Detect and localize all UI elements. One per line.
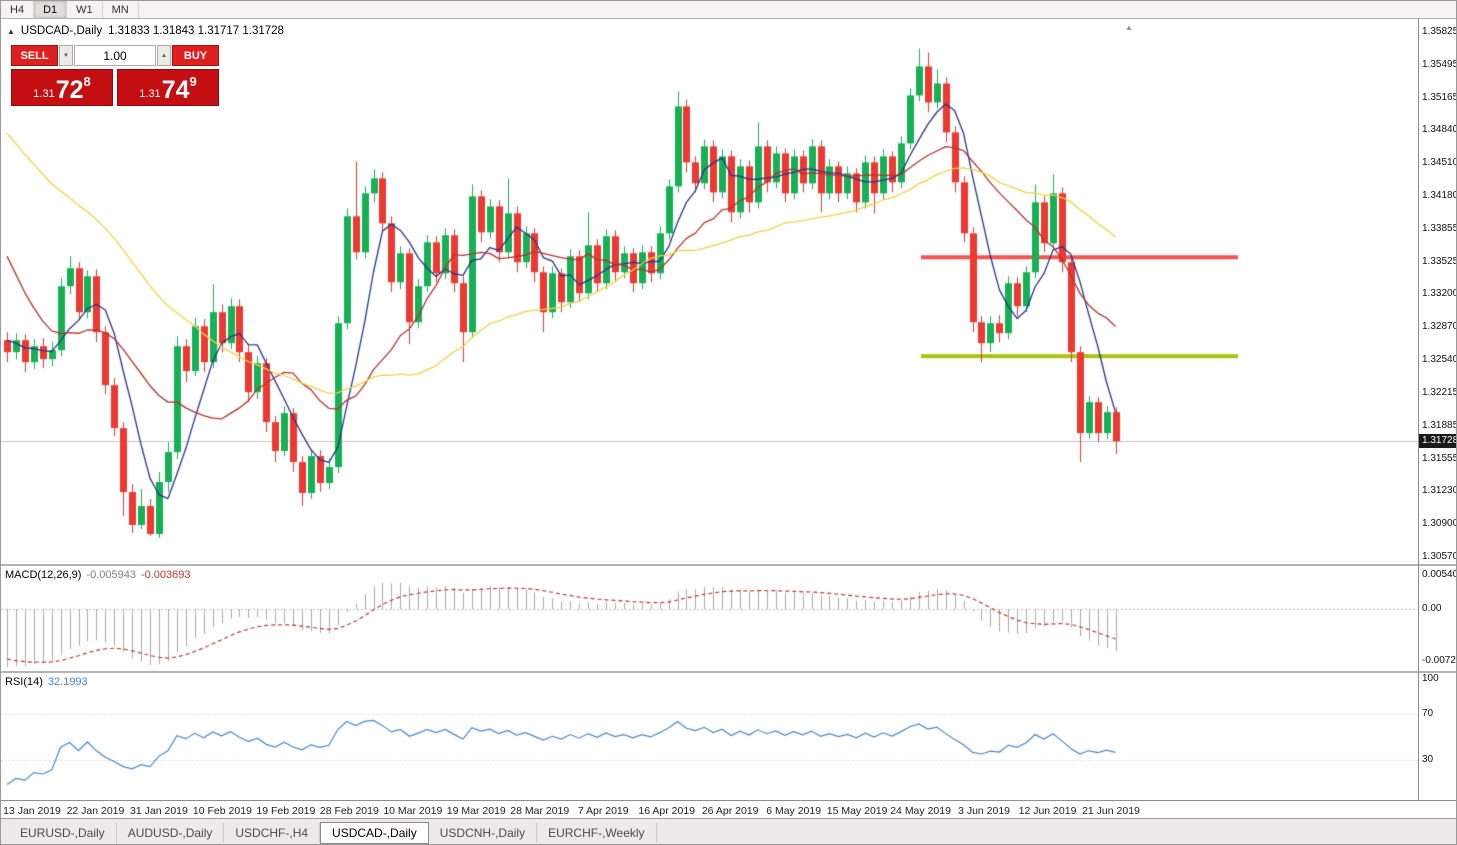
date-axis-label: 31 Jan 2019	[130, 805, 188, 817]
symbol-tab-strip: EURUSD-,Daily AUDUSD-,Daily USDCHF-,H4 USDC…	[9, 821, 657, 844]
date-axis-label: 21 Jun 2019	[1082, 805, 1140, 817]
sell-button[interactable]: SELL	[11, 45, 58, 66]
date-axis-label: 22 Jan 2019	[66, 805, 125, 817]
trade-controls-row: SELL ▼ ▲ BUY	[11, 45, 219, 66]
bid-price-pipette: 8	[83, 74, 91, 89]
one-click-trade-panel: SELL ▼ ▲ BUY 1.31 72 8 1.31 74 9	[11, 45, 219, 106]
price-axis-label: 1.31885	[1422, 419, 1457, 431]
macd-value-signal: -0.003693	[140, 569, 191, 581]
chart-workspace: ▲ USDCAD-,Daily 1.31833 1.31843 1.31717 …	[1, 19, 1457, 818]
price-axis-label: 1.34180	[1422, 190, 1457, 202]
timeframe-toolbar: H4 D1 W1 MN	[1, 1, 1456, 19]
tab-usdcad-daily[interactable]: USDCAD-,Daily	[320, 821, 429, 844]
macd-indicator-label: MACD(12,26,9) -0.005943 -0.003693	[5, 569, 191, 581]
rsi-value: 32.1993	[47, 676, 88, 688]
tab-audusd-daily[interactable]: AUDUSD-,Daily	[117, 822, 225, 843]
date-axis-label: 12 Jun 2019	[1018, 805, 1077, 817]
timeframe-button-group: H4 D1 W1 MN	[1, 1, 139, 18]
macd-axis-label: 0.00	[1422, 603, 1442, 614]
date-axis-label: 26 Apr 2019	[701, 805, 759, 817]
timeframe-button-w1[interactable]: W1	[67, 1, 103, 18]
volume-input[interactable]	[74, 45, 156, 66]
date-axis-border	[1, 800, 1456, 801]
rsi-axis-label: 30	[1422, 753, 1434, 765]
price-axis-label: 1.35825	[1422, 26, 1457, 37]
date-axis-label: 19 Mar 2019	[446, 805, 506, 817]
macd-name: MACD(12,26,9)	[5, 569, 82, 581]
tab-eurchf-weekly[interactable]: EURCHF-,Weekly	[537, 822, 657, 843]
date-axis-label: 13 Jan 2019	[3, 805, 61, 817]
price-axis-label: 1.33200	[1422, 288, 1457, 300]
tab-eurusd-daily[interactable]: EURUSD-,Daily	[9, 822, 117, 843]
rsi-indicator-label: RSI(14) 32.1993	[5, 676, 88, 688]
buy-button[interactable]: BUY	[172, 45, 219, 66]
bid-price-main: 72	[55, 76, 84, 104]
chart-symbol-period: USDCAD-,Daily	[20, 25, 103, 37]
chart-title: ▲ USDCAD-,Daily 1.31833 1.31843 1.31717 …	[7, 25, 284, 37]
price-axis-label: 1.33525	[1422, 255, 1457, 267]
panel-separator-rsi[interactable]	[1, 671, 1456, 673]
price-chart-canvas[interactable]	[1, 19, 1456, 818]
panel-separator-macd[interactable]	[1, 564, 1456, 566]
price-axis-label: 1.33855	[1422, 222, 1457, 234]
price-axis-label: 1.34840	[1422, 124, 1457, 136]
bid-price-prefix: 1.31	[33, 88, 55, 100]
tab-usdcnh-daily[interactable]: USDCNH-,Daily	[429, 822, 538, 843]
rsi-axis-label: 100	[1422, 673, 1439, 684]
price-axis-label: 1.34510	[1422, 157, 1457, 169]
date-axis-label: 19 Feb 2019	[256, 805, 316, 817]
date-axis-label: 16 Apr 2019	[638, 805, 695, 817]
date-axis-label: 6 May 2019	[766, 805, 822, 817]
volume-decrease-button[interactable]: ▼	[59, 45, 73, 66]
timeframe-button-h4[interactable]: H4	[1, 1, 35, 18]
price-axis-label: 1.32870	[1422, 321, 1457, 333]
price-axis-label: 1.32540	[1422, 354, 1457, 366]
volume-increase-button[interactable]: ▲	[157, 45, 171, 66]
current-price-tag: 1.31728	[1419, 434, 1456, 449]
ask-price-pipette: 9	[189, 74, 197, 89]
date-axis-label: 28 Feb 2019	[319, 805, 379, 817]
chart-ohlc-values: 1.31833 1.31843 1.31717 1.31728	[108, 25, 284, 37]
price-axis-label: 1.31555	[1422, 452, 1457, 464]
ask-price-prefix: 1.31	[139, 88, 161, 100]
date-axis-label: 28 Mar 2019	[510, 805, 570, 817]
price-axis-label: 1.30570	[1422, 550, 1457, 562]
date-axis-label: 10 Mar 2019	[383, 805, 443, 817]
date-axis-label: 10 Feb 2019	[192, 805, 252, 817]
ask-price-button[interactable]: 1.31 74 9	[117, 69, 219, 106]
timeframe-button-d1[interactable]: D1	[34, 1, 68, 18]
date-axis-label: 7 Apr 2019	[577, 805, 629, 817]
symbol-tab-bar: EURUSD-,Daily AUDUSD-,Daily USDCHF-,H4 USDC…	[1, 818, 1456, 844]
macd-value-main: -0.005943	[86, 569, 136, 581]
price-axis-border	[1418, 19, 1419, 800]
date-axis-label: 24 May 2019	[890, 805, 951, 817]
macd-axis-label: -0.007241	[1422, 655, 1456, 667]
timeframe-button-mn[interactable]: MN	[103, 1, 139, 18]
rsi-name: RSI(14)	[5, 676, 43, 688]
price-axis-label: 1.32215	[1422, 386, 1457, 398]
price-axis-label: 1.30900	[1422, 518, 1457, 529]
ask-price-main: 74	[161, 76, 190, 104]
date-axis-label: 15 May 2019	[826, 805, 888, 817]
rsi-axis-label: 70	[1422, 707, 1434, 719]
chart-collapse-icon[interactable]: ▲	[7, 26, 15, 36]
price-axis-label: 1.35495	[1422, 58, 1457, 70]
price-axis-label: 1.31230	[1422, 485, 1457, 497]
chart-shift-marker-icon[interactable]: ▲	[1125, 23, 1133, 32]
trade-quotes-row: 1.31 72 8 1.31 74 9	[11, 69, 219, 106]
tab-usdchf-h4[interactable]: USDCHF-,H4	[224, 822, 321, 843]
price-axis-label: 1.35165	[1422, 91, 1457, 103]
bid-price-button[interactable]: 1.31 72 8	[11, 69, 113, 106]
date-axis-label: 3 Jun 2019	[958, 805, 1011, 817]
macd-axis-label: 0.005402	[1422, 569, 1456, 580]
